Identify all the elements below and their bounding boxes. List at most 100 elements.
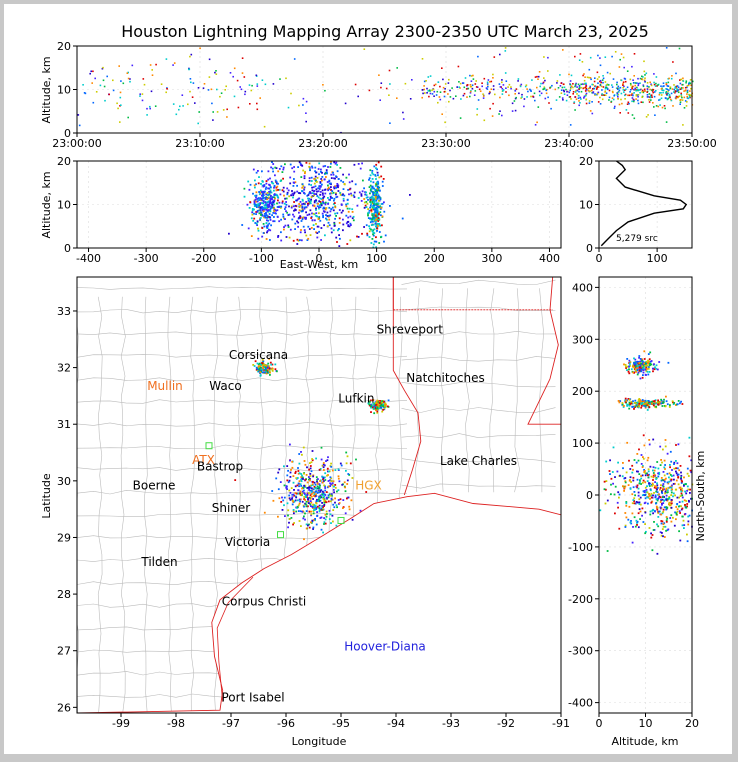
source-point — [310, 514, 312, 517]
source-point — [642, 434, 645, 437]
source-point — [314, 219, 316, 222]
source-point — [317, 487, 320, 490]
source-point — [262, 232, 265, 234]
source-point — [642, 85, 645, 88]
source-point — [324, 192, 327, 195]
source-point — [288, 195, 291, 198]
city-label: Bastrop — [197, 460, 243, 474]
source-point — [625, 400, 628, 402]
source-point — [266, 192, 269, 194]
source-point — [265, 180, 268, 182]
source-point — [458, 86, 460, 88]
source-point — [380, 165, 383, 168]
source-point — [374, 202, 377, 205]
city-label: ATX — [192, 453, 215, 467]
source-point — [644, 74, 646, 76]
source-point — [620, 98, 622, 101]
source-point — [293, 178, 295, 180]
source-point — [679, 79, 681, 81]
source-point — [604, 81, 607, 83]
source-point — [368, 209, 371, 212]
source-point — [656, 508, 659, 511]
source-point — [228, 232, 230, 235]
source-point — [265, 211, 267, 214]
county-line — [77, 421, 408, 427]
source-point — [628, 398, 631, 401]
source-point — [257, 227, 259, 230]
source-point — [376, 411, 379, 414]
source-point — [651, 534, 654, 536]
source-point — [654, 510, 656, 512]
source-point — [504, 72, 507, 74]
source-point — [266, 231, 268, 234]
source-point — [307, 505, 309, 508]
source-point — [674, 494, 676, 497]
source-point — [277, 488, 280, 491]
source-point — [627, 365, 629, 368]
source-point — [304, 463, 307, 466]
source-point — [329, 500, 332, 503]
source-point — [274, 368, 277, 371]
source-point — [604, 87, 607, 90]
source-point — [336, 195, 339, 198]
source-point — [262, 194, 265, 197]
source-point — [291, 497, 293, 500]
source-point — [341, 483, 344, 486]
source-point — [672, 474, 675, 477]
source-point — [646, 368, 648, 370]
source-point — [90, 70, 92, 73]
source-point — [632, 371, 634, 374]
source-point — [610, 100, 613, 103]
source-point — [570, 98, 572, 100]
source-point — [307, 497, 310, 499]
city-label: Tilden — [140, 555, 177, 569]
source-point — [378, 223, 381, 226]
source-point — [303, 515, 305, 518]
source-point — [331, 498, 334, 501]
source-point — [311, 219, 314, 222]
source-point — [298, 206, 301, 208]
source-point — [298, 203, 301, 205]
source-point — [635, 361, 637, 363]
source-point — [377, 199, 380, 202]
source-point — [642, 402, 645, 405]
source-point — [249, 183, 252, 186]
source-point — [460, 98, 462, 100]
source-point — [643, 350, 646, 353]
source-point — [644, 472, 647, 475]
source-point — [259, 203, 261, 206]
source-point — [314, 519, 316, 522]
source-point — [429, 90, 431, 92]
source-point — [326, 459, 329, 462]
source-point — [282, 499, 285, 502]
source-point — [293, 58, 296, 60]
source-point — [267, 196, 270, 199]
source-point — [338, 228, 340, 230]
source-point — [327, 203, 329, 205]
source-point — [637, 94, 640, 96]
parish-line — [401, 306, 556, 312]
source-point — [645, 366, 648, 368]
source-point — [248, 188, 251, 191]
source-point — [687, 97, 690, 100]
source-point — [385, 87, 388, 90]
source-point — [594, 94, 596, 96]
source-point — [539, 85, 541, 88]
source-point — [225, 85, 227, 88]
source-point — [322, 165, 325, 168]
source-point — [302, 97, 305, 100]
source-point — [254, 194, 256, 197]
source-point — [606, 550, 609, 552]
source-point — [561, 97, 564, 99]
source-point — [77, 114, 80, 116]
source-point — [308, 496, 311, 499]
source-point — [646, 91, 648, 93]
source-point — [572, 91, 575, 93]
source-point — [371, 196, 374, 199]
source-point — [568, 91, 571, 94]
source-point — [548, 102, 550, 104]
source-point — [262, 367, 264, 369]
source-point — [266, 194, 269, 196]
source-point — [343, 194, 346, 197]
source-point — [330, 177, 333, 179]
